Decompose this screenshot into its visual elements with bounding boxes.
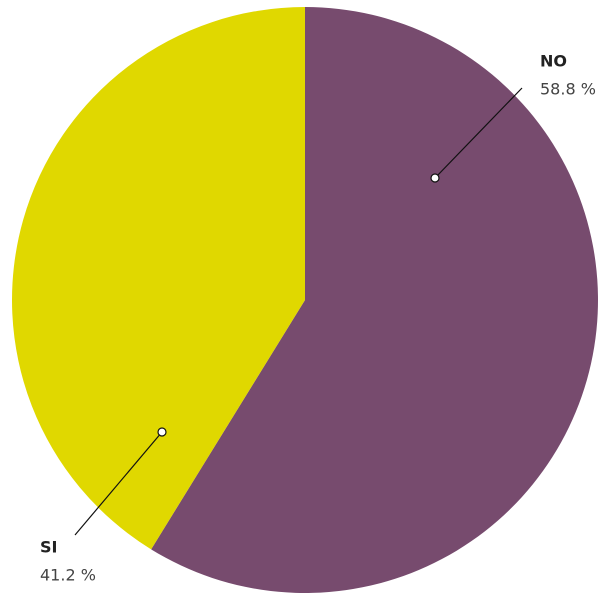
slice-value-label: 58.8 % xyxy=(540,80,596,99)
slice-name: NO xyxy=(540,52,567,71)
leader-dot xyxy=(157,427,167,437)
pie-slice xyxy=(151,7,599,593)
leader-line xyxy=(434,87,523,179)
slice-value-label: 41.2 % xyxy=(40,566,96,585)
leader-dot xyxy=(430,173,440,183)
leader-line xyxy=(74,431,163,536)
slice-name: SI xyxy=(40,538,57,557)
pie-slice xyxy=(11,7,306,550)
